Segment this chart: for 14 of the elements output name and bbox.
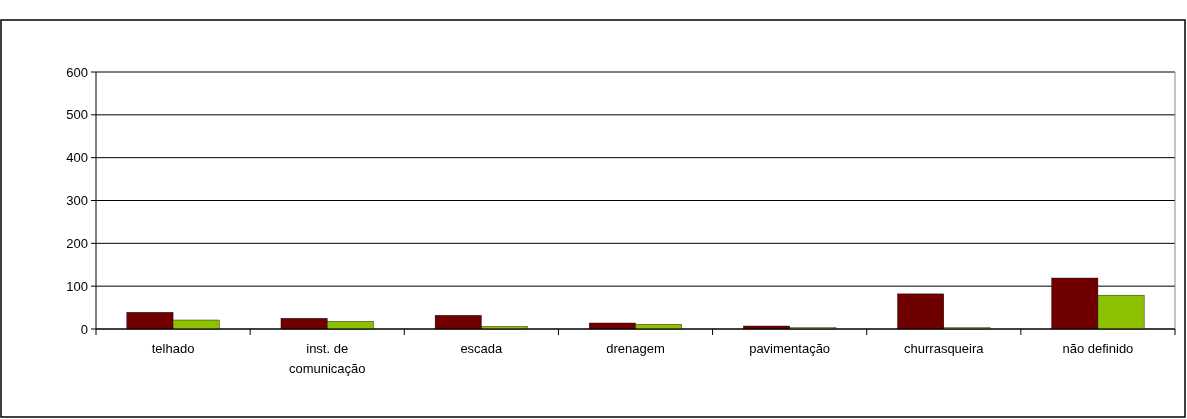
x-tick-label: telhado xyxy=(151,341,195,356)
x-tick-label: churrasqueira xyxy=(904,341,985,356)
y-tick-label: 400 xyxy=(66,150,88,166)
x-tick-label: inst. de comunicação xyxy=(288,341,366,376)
y-tick-label: 0 xyxy=(80,321,88,337)
x-tick-label: pavimentação xyxy=(749,341,831,356)
x-tick-label: escada xyxy=(460,341,504,356)
y-tick-label: 100 xyxy=(66,278,88,294)
y-tick-label: 200 xyxy=(66,235,88,251)
x-tick-label: drenagem xyxy=(606,341,665,356)
y-tick-label: 500 xyxy=(66,107,88,123)
x-tick-label: não definido xyxy=(1062,341,1134,356)
y-tick-label: 600 xyxy=(66,64,88,80)
y-tick-label: 300 xyxy=(66,193,88,209)
